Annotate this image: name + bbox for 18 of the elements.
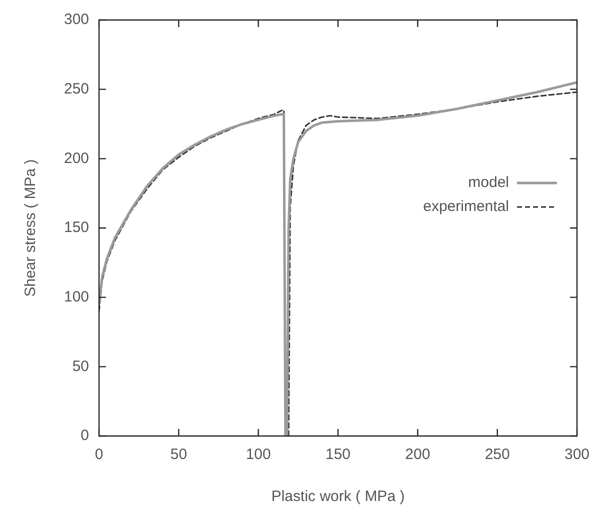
y-tick-label: 200 xyxy=(64,150,90,167)
x-tick-label: 200 xyxy=(405,446,430,464)
x-tick-label: 100 xyxy=(246,446,271,464)
y-tick-label: 0 xyxy=(80,427,90,444)
x-tick-label: 50 xyxy=(170,446,188,464)
y-axis-title: Shear stress ( MPa ) xyxy=(22,159,40,297)
y-tick-label: 100 xyxy=(64,288,90,306)
legend-label: experimental xyxy=(423,198,509,216)
x-tick-label: 300 xyxy=(564,446,590,464)
x-tick-label: 0 xyxy=(94,446,104,464)
x-tick-label: 150 xyxy=(326,446,351,464)
legend-label: model xyxy=(468,174,509,192)
x-tick-label: 250 xyxy=(484,446,510,464)
y-tick-label: 50 xyxy=(72,358,90,375)
y-tick-label: 250 xyxy=(64,80,90,98)
y-tick-label: 150 xyxy=(64,219,90,236)
y-tick-label: 300 xyxy=(64,11,90,28)
x-axis-title: Plastic work ( MPa ) xyxy=(271,488,405,506)
